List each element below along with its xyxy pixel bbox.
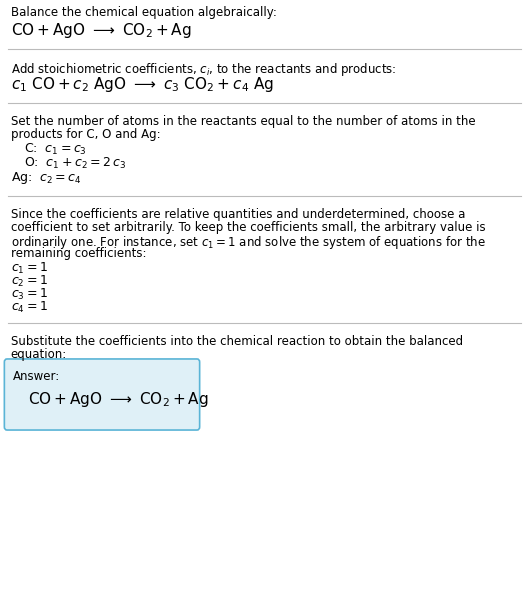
Text: $c_1\ \mathrm{CO} + c_2\ \mathrm{AgO}\ \longrightarrow\ c_3\ \mathrm{CO_2} + c_4: $c_1\ \mathrm{CO} + c_2\ \mathrm{AgO}\ \… [11,75,273,94]
FancyBboxPatch shape [4,359,199,430]
Text: Since the coefficients are relative quantities and underdetermined, choose a: Since the coefficients are relative quan… [11,208,465,221]
Text: $c_1 = 1$: $c_1 = 1$ [11,261,48,276]
Text: Substitute the coefficients into the chemical reaction to obtain the balanced: Substitute the coefficients into the che… [11,335,463,348]
Text: ordinarily one. For instance, set $c_1 = 1$ and solve the system of equations fo: ordinarily one. For instance, set $c_1 =… [11,234,486,251]
Text: remaining coefficients:: remaining coefficients: [11,247,146,260]
Text: coefficient to set arbitrarily. To keep the coefficients small, the arbitrary va: coefficient to set arbitrarily. To keep … [11,221,485,234]
Text: Ag:  $c_2 = c_4$: Ag: $c_2 = c_4$ [11,170,81,186]
Text: $c_3 = 1$: $c_3 = 1$ [11,287,48,302]
Text: C:  $c_1 = c_3$: C: $c_1 = c_3$ [24,142,87,157]
Text: equation:: equation: [11,348,67,361]
Text: products for C, O and Ag:: products for C, O and Ag: [11,128,160,141]
Text: $c_2 = 1$: $c_2 = 1$ [11,274,48,289]
Text: Set the number of atoms in the reactants equal to the number of atoms in the: Set the number of atoms in the reactants… [11,115,475,128]
Text: Add stoichiometric coefficients, $c_i$, to the reactants and products:: Add stoichiometric coefficients, $c_i$, … [11,61,396,78]
Text: $\mathrm{CO + AgO}\ \longrightarrow\ \mathrm{CO_2 + Ag}$: $\mathrm{CO + AgO}\ \longrightarrow\ \ma… [11,21,191,40]
Text: Answer:: Answer: [13,370,61,383]
Text: $\mathrm{CO + AgO}\ \longrightarrow\ \mathrm{CO_2 + Ag}$: $\mathrm{CO + AgO}\ \longrightarrow\ \ma… [28,390,209,409]
Text: Balance the chemical equation algebraically:: Balance the chemical equation algebraica… [11,6,277,19]
Text: O:  $c_1 + c_2 = 2\,c_3$: O: $c_1 + c_2 = 2\,c_3$ [24,156,126,171]
Text: $c_4 = 1$: $c_4 = 1$ [11,300,48,315]
